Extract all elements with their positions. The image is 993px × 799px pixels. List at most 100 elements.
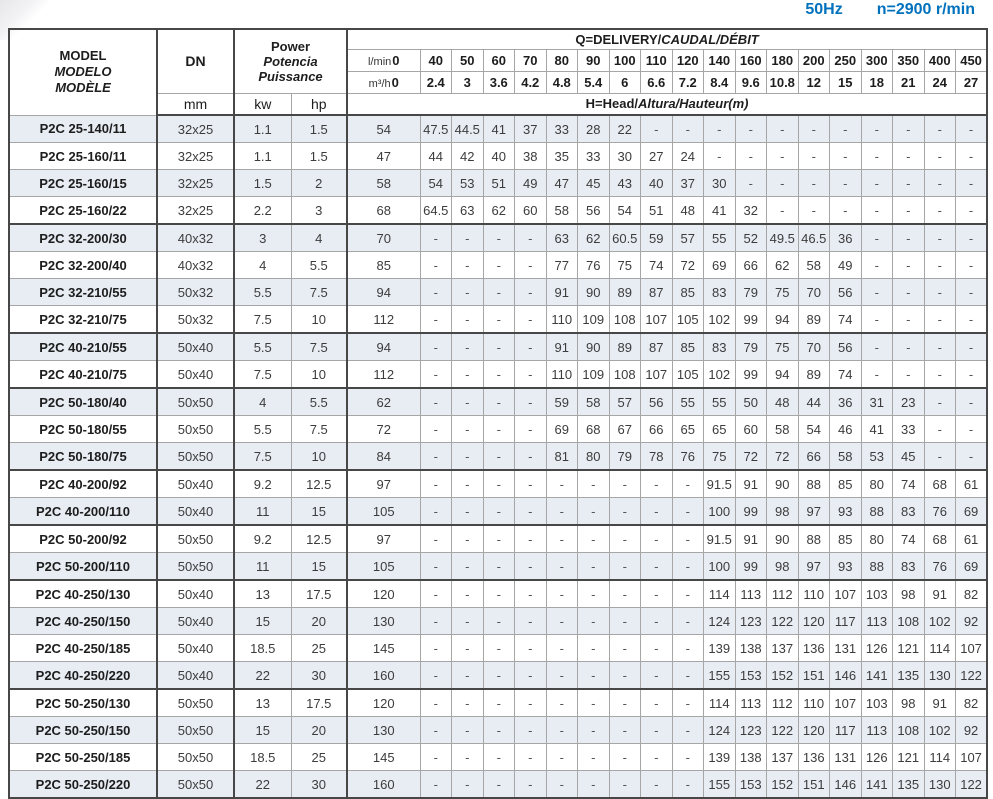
- hp-cell: 30: [290, 661, 348, 690]
- dn-cell: 50x32: [156, 305, 235, 334]
- head-cell: -: [482, 497, 516, 526]
- head-cell: -: [419, 497, 453, 526]
- hp-cell: 15: [290, 552, 348, 581]
- model-cell: P2C 40-200/92: [8, 469, 158, 498]
- head-cell: 151: [797, 661, 831, 690]
- head-cell: 107: [955, 634, 988, 662]
- head-cell: -: [923, 305, 957, 334]
- head-cell: -: [860, 142, 894, 170]
- head-cell: 94: [766, 305, 799, 334]
- hp-cell: 25: [290, 743, 348, 771]
- head-cell: 91: [545, 332, 579, 361]
- head-cell: 126: [860, 634, 894, 662]
- head-cell: 131: [829, 634, 862, 662]
- head-cell: 91: [734, 524, 768, 553]
- head-cell: -: [892, 223, 925, 252]
- head-cell: 72: [734, 442, 768, 471]
- head-cell: 100: [703, 497, 736, 526]
- head-cell: 89: [608, 332, 642, 361]
- head-cell: 155: [703, 770, 736, 799]
- head-cell: 117: [829, 607, 862, 635]
- power-unit-kw: kw: [233, 92, 292, 116]
- head-cell: -: [923, 442, 957, 471]
- model-label-en: MODEL: [59, 48, 107, 64]
- head-cell: -: [923, 415, 957, 443]
- head-cell: -: [451, 387, 484, 416]
- head-cell: 62: [482, 196, 516, 225]
- head-cell: -: [514, 770, 547, 799]
- head-cell: -: [923, 114, 957, 143]
- kw-cell: 15: [233, 607, 292, 635]
- head-cell: 45: [577, 169, 610, 197]
- head-cell: -: [451, 552, 484, 581]
- head-cell: -: [923, 360, 957, 389]
- pump-row: P2C 25-140/11 32x25 1.1 1.5 54 47.5 44.5 41 37 33…: [8, 114, 988, 143]
- head-cell: -: [640, 469, 673, 498]
- head-cell: 57: [671, 223, 705, 252]
- head-cell: 74: [829, 305, 862, 334]
- head-cell: 112: [346, 305, 421, 334]
- head-cell: -: [608, 524, 642, 553]
- head-cell: -: [860, 360, 894, 389]
- head-cell: -: [419, 524, 453, 553]
- pump-row: P2C 50-180/55 50x50 5.5 7.5 72- - - -69 68 67 66 65…: [8, 415, 988, 443]
- head-cell: 105: [671, 360, 705, 389]
- head-cell: 80: [860, 469, 894, 498]
- head-cell: 130: [923, 770, 957, 799]
- head-cell: 36: [829, 223, 862, 252]
- head-cell: 99: [734, 305, 768, 334]
- head-cell: 42: [451, 142, 484, 170]
- head-cell: 117: [829, 716, 862, 744]
- head-cell: 30: [703, 169, 736, 197]
- head-cell: -: [892, 169, 925, 197]
- head-cell: -: [482, 743, 516, 771]
- head-cell: 59: [545, 387, 579, 416]
- pump-row: P2C 50-250/130 50x50 13 17.5 120- - - - - - - - -114…: [8, 688, 988, 717]
- kw-cell: 11: [233, 497, 292, 526]
- head-cell: 85: [829, 524, 862, 553]
- head-cell: 141: [860, 770, 894, 799]
- head-cell: 58: [346, 169, 421, 197]
- power-unit-hp: hp: [290, 92, 348, 116]
- model-cell: P2C 40-250/150: [8, 607, 158, 635]
- dn-cell: 50x40: [156, 469, 235, 498]
- head-cell: 74: [640, 251, 673, 279]
- head-cell: -: [545, 579, 579, 608]
- head-cell: -: [860, 278, 894, 306]
- table-body: P2C 25-140/11 32x25 1.1 1.5 54 47.5 44.5 41 37 33…: [8, 114, 988, 799]
- head-cell: 136: [797, 634, 831, 662]
- head-cell: -: [514, 688, 547, 717]
- head-cell: 81: [545, 442, 579, 471]
- head-cell: 48: [766, 387, 799, 416]
- head-cell: -: [514, 716, 547, 744]
- head-cell: -: [955, 360, 988, 389]
- head-cell: 66: [797, 442, 831, 471]
- head-cell: 102: [923, 716, 957, 744]
- pump-row: P2C 50-180/40 50x50 4 5.5 62- - - -59 58 57 56 55 55…: [8, 387, 988, 416]
- rotation-speed-label: n=2900 r/min: [876, 1, 975, 18]
- head-cell: -: [451, 607, 484, 635]
- flow-lmin-70: 70: [514, 48, 547, 72]
- kw-cell: 7.5: [233, 442, 292, 471]
- head-cell: -: [608, 688, 642, 717]
- head-cell: 47: [346, 142, 421, 170]
- pump-row: P2C 40-200/110 50x40 11 15 105- - - - - - - - -100 99…: [8, 497, 988, 526]
- dn-cell: 50x50: [156, 743, 235, 771]
- head-cell: 114: [703, 688, 736, 717]
- head-cell: -: [923, 387, 957, 416]
- head-cell: -: [577, 497, 610, 526]
- head-cell: 102: [703, 360, 736, 389]
- head-cell: 89: [797, 305, 831, 334]
- pump-row: P2C 25-160/15 32x25 1.5 2 58 54 53 51 49 47 45 43 40…: [8, 169, 988, 197]
- head-cell: 145: [346, 743, 421, 771]
- kw-cell: 3: [233, 223, 292, 252]
- model-cell: P2C 50-250/130: [8, 688, 158, 717]
- head-cell: 110: [797, 688, 831, 717]
- pump-row: P2C 40-250/185 50x40 18.5 25 145- - - - - - - - -139…: [8, 634, 988, 662]
- dn-cell: 50x40: [156, 497, 235, 526]
- head-cell: 33: [892, 415, 925, 443]
- head-cell: 124: [703, 607, 736, 635]
- head-cell: -: [482, 223, 516, 252]
- head-cell: -: [419, 770, 453, 799]
- kw-cell: 18.5: [233, 634, 292, 662]
